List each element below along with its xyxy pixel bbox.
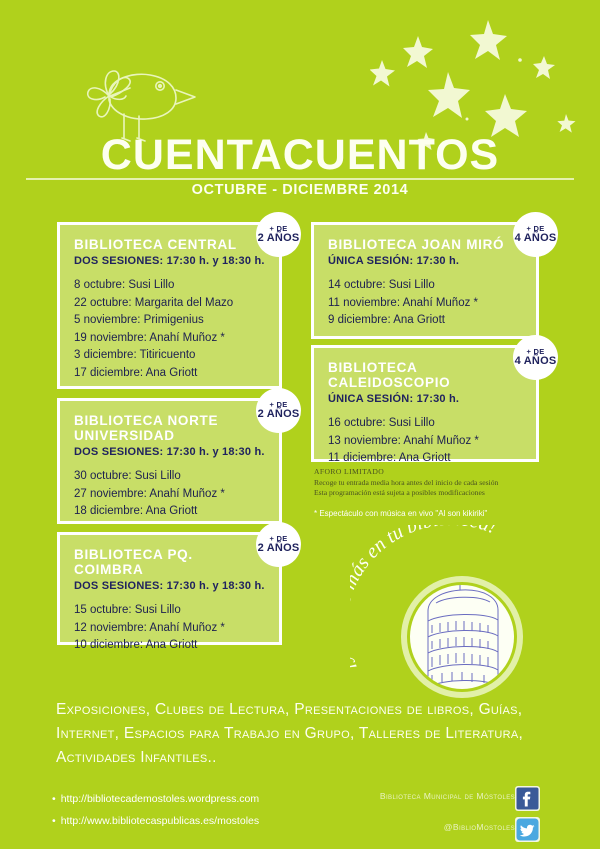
schedule-box-biblioteca-central: BIBLIOTECA CENTRAL DOS SESIONES: 17:30 h…	[57, 222, 282, 389]
title-divider	[26, 178, 574, 180]
age-badge-prefix: + DE	[269, 223, 288, 233]
age-badge: + DE 4 AÑOS	[513, 335, 558, 380]
list-item: 12 noviembre: Anahí Muñoz *	[74, 621, 225, 634]
age-badge-value: 2 AÑOS	[257, 542, 300, 555]
website-link-bibliotecaspublicas[interactable]: http://www.bibliotecaspublicas.es/mostol…	[60, 815, 260, 827]
list-item: 10 diciembre: Ana Griott	[74, 639, 198, 651]
session-info: DOS SESIONES: 17:30 h. y 18:30 h.	[74, 255, 265, 267]
schedule-box-biblioteca-pq-coimbra: BIBLIOTECA PQ. COIMBRA DOS SESIONES: 17:…	[57, 532, 282, 651]
list-item: 11 noviembre: Anahí Muñoz *	[328, 296, 479, 309]
list-item: 27 noviembre: Anahí Muñoz *	[74, 487, 225, 500]
list-item: 19 noviembre: Anahí Muñoz *	[74, 331, 225, 344]
library-building-emblem: ¡y mucho más en tu biblioteca!	[350, 525, 523, 698]
library-name: BIBLIOTECA CENTRAL	[74, 237, 237, 252]
list-item: 15 octubre: Susi Lillo	[74, 604, 181, 616]
bullet-icon: •	[52, 815, 56, 827]
bullet-icon: •	[52, 793, 56, 805]
age-badge-prefix: + DE	[269, 399, 288, 409]
organization-name: Biblioteca Municipal de Móstoles	[379, 791, 515, 801]
list-item: 17 diciembre: Ana Griott	[74, 366, 198, 379]
fineprint-line-3: Esta programación está sujeta a posibles…	[314, 488, 485, 498]
age-badge: + DE 2 AÑOS	[256, 212, 301, 257]
list-item: 11 diciembre: Ana Griott	[328, 452, 451, 464]
list-item: 14 octubre: Susi Lillo	[328, 279, 435, 291]
list-item: 13 noviembre: Anahí Muñoz *	[328, 434, 479, 447]
age-badge: + DE 2 AÑOS	[256, 388, 301, 433]
twitter-handle: @BiblioMostoles	[443, 822, 515, 832]
footer-link-row-2[interactable]: • http://www.bibliotecaspublicas.es/mosto…	[52, 810, 382, 832]
list-item: 5 noviembre: Primigenius	[74, 314, 204, 326]
list-item: 30 octubre: Susi Lillo	[74, 470, 181, 482]
age-badge-prefix: + DE	[269, 533, 288, 543]
age-badge: + DE 4 AÑOS	[513, 212, 558, 257]
page-title: CUENTACUENTOS	[100, 131, 500, 179]
session-date-list: 8 octubre: Susi Lillo 22 octubre: Margar…	[74, 277, 265, 382]
session-date-list: 14 octubre: Susi Lillo 11 noviembre: Ana…	[328, 277, 522, 330]
stars-decoration	[370, 20, 576, 150]
session-info: DOS SESIONES: 17:30 h. y 18:30 h.	[74, 446, 265, 458]
bird-icon	[86, 70, 196, 142]
services-text: Exposiciones, Clubes de Lectura, Present…	[56, 701, 524, 766]
age-badge-prefix: + DE	[526, 346, 545, 356]
twitter-icon[interactable]	[515, 817, 540, 842]
asterisk-note: * Espectáculo con música en vivo "Al son…	[314, 509, 488, 518]
session-date-list: 15 octubre: Susi Lillo 12 noviembre: Ana…	[74, 602, 265, 655]
library-name: BIBLIOTECA PQ. COIMBRA	[74, 547, 193, 577]
list-item: 22 octubre: Margarita del Mazo	[74, 296, 234, 309]
list-item: 8 octubre: Susi Lillo	[74, 279, 175, 291]
session-date-list: 16 octubre: Susi Lillo 13 noviembre: Ana…	[328, 415, 522, 468]
facebook-icon[interactable]	[515, 786, 540, 811]
footer-links: • http://bibliotecademostoles.wordpress.c…	[52, 788, 382, 832]
age-badge-prefix: + DE	[526, 223, 545, 233]
session-info: ÚNICA SESIÓN: 17:30 h.	[328, 393, 460, 405]
session-info: ÚNICA SESIÓN: 17:30 h.	[328, 255, 460, 267]
list-item: 9 diciembre: Ana Griott	[328, 314, 445, 326]
age-badge-value: 2 AÑOS	[257, 408, 300, 421]
fineprint-title: AFORO LIMITADO	[314, 467, 385, 476]
website-link-wordpress[interactable]: http://bibliotecademostoles.wordpress.co…	[60, 793, 260, 805]
age-badge-value: 4 AÑOS	[514, 232, 557, 245]
library-name: BIBLIOTECA CALEIDOSCOPIO	[328, 360, 451, 390]
fineprint-line-2: Recoge tu entrada media hora antes del i…	[314, 477, 499, 487]
schedule-box-biblioteca-norte-universidad: BIBLIOTECA NORTE UNIVERSIDAD DOS SESIONE…	[57, 398, 282, 524]
library-name: BIBLIOTECA NORTE UNIVERSIDAD	[74, 413, 219, 443]
age-badge-value: 2 AÑOS	[257, 232, 300, 245]
list-item: 18 diciembre: Ana Griott	[74, 505, 198, 517]
list-item: 16 octubre: Susi Lillo	[328, 417, 435, 429]
session-date-list: 30 octubre: Susi Lillo 27 noviembre: Ana…	[74, 468, 265, 521]
list-item: 3 diciembre: Titiricuento	[74, 349, 196, 361]
fineprint-block: AFORO LIMITADO Recoge tu entrada media h…	[314, 467, 546, 499]
session-info: DOS SESIONES: 17:30 h. y 18:30 h.	[74, 580, 265, 592]
page-subtitle: OCTUBRE - DICIEMBRE 2014	[191, 182, 409, 198]
age-badge-value: 4 AÑOS	[514, 355, 557, 368]
library-name: BIBLIOTECA JOAN MIRÓ	[328, 237, 505, 252]
schedule-box-biblioteca-caleidoscopio: BIBLIOTECA CALEIDOSCOPIO ÚNICA SESIÓN: 1…	[311, 345, 539, 464]
schedule-box-biblioteca-joan-miro: BIBLIOTECA JOAN MIRÓ ÚNICA SESIÓN: 17:30…	[311, 222, 539, 339]
age-badge: + DE 2 AÑOS	[256, 522, 301, 567]
footer-link-row-1[interactable]: • http://bibliotecademostoles.wordpress.c…	[52, 788, 382, 810]
